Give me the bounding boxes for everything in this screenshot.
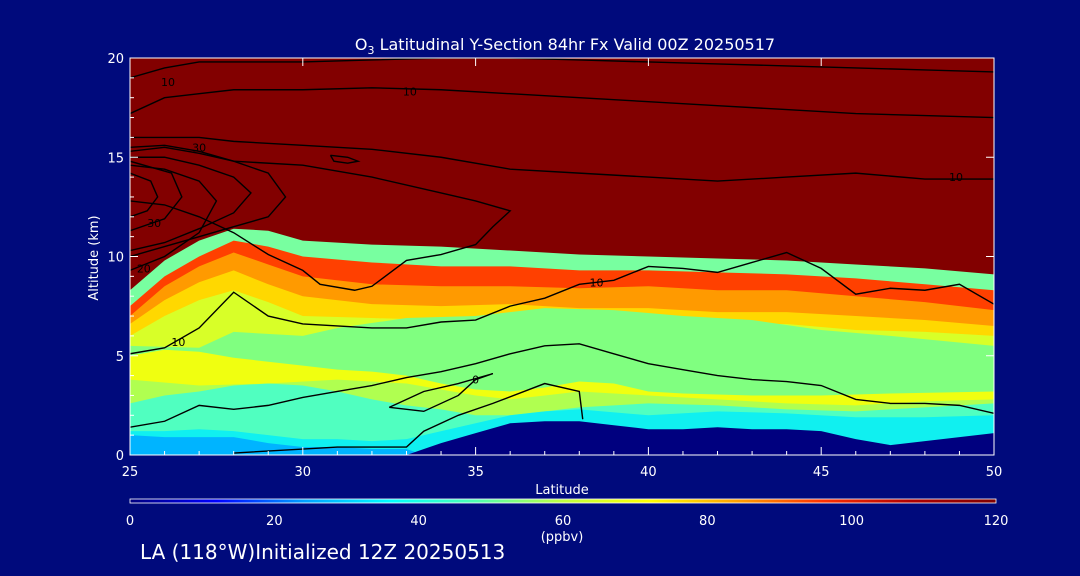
- layer-light-blue: [130, 435, 994, 455]
- x-tick-label: 35: [467, 465, 484, 480]
- x-tick-label: 30: [295, 465, 312, 480]
- x-tick-label: 50: [986, 465, 1003, 480]
- contour-label: 20: [137, 262, 151, 275]
- contour-label: 0: [472, 374, 479, 387]
- x-axis-ticks: 25 30 35 40 45 50: [122, 58, 1003, 480]
- colorbar-tick-label: 20: [266, 514, 283, 529]
- colorbar-tick-label: 0: [126, 514, 134, 529]
- colorbar-ticks: 0 20 40 60 80 100 120: [126, 514, 1009, 529]
- y-tick-label: 20: [107, 52, 124, 67]
- colorbar-unit: (ppbv): [541, 530, 584, 545]
- contour-label: 30: [147, 217, 161, 230]
- colorbar-tick-label: 40: [410, 514, 427, 529]
- contour-label: 10: [590, 276, 604, 289]
- x-tick-label: 40: [640, 465, 657, 480]
- contour-line: [130, 172, 159, 218]
- contour-label: 10: [161, 76, 175, 89]
- layer-stratosphere: [130, 58, 994, 291]
- contour-line: [130, 160, 183, 232]
- y-tick-label: 0: [116, 449, 124, 464]
- colorbar-tick-label: 120: [984, 514, 1009, 529]
- y-axis-ticks: 0 5 10 15 20: [107, 52, 994, 464]
- contour-line: [130, 136, 994, 182]
- contour-line: [130, 156, 252, 252]
- contour-line: [329, 154, 361, 164]
- y-tick-label: 15: [107, 151, 124, 166]
- contour-line: [130, 343, 994, 428]
- x-tick-label: 25: [122, 465, 139, 480]
- x-tick-label: 45: [813, 465, 830, 480]
- colorbar-tick-label: 100: [839, 514, 864, 529]
- filled-contour-layers: [130, 58, 994, 455]
- contour-line: [233, 382, 584, 454]
- contour-line: [388, 372, 494, 413]
- contour-line: [130, 164, 218, 272]
- contour-label: 10: [949, 171, 963, 184]
- initialization-footer: LA (118°W)Initialized 12Z 20250513: [140, 540, 506, 564]
- contour-line: [130, 87, 994, 119]
- contour-label: 10: [403, 86, 417, 99]
- colorbar-tick-label: 60: [555, 514, 572, 529]
- colorbar-tick-label: 80: [699, 514, 716, 529]
- y-tick-label: 10: [107, 251, 124, 266]
- contour-line: [130, 146, 512, 291]
- layer-terrain: [406, 421, 994, 455]
- contour-line: [130, 251, 994, 355]
- y-tick-label: 5: [116, 350, 124, 365]
- colorbar: [129, 498, 997, 504]
- contour-labels: 10 10 30 10 30 20 10 10 0: [137, 76, 963, 387]
- contour-label: 10: [171, 336, 185, 349]
- contour-lines: [130, 58, 994, 454]
- contour-label: 30: [192, 141, 206, 154]
- contour-line: [130, 144, 287, 258]
- chart-title: O3 Latitudinal Y-Section 84hr Fx Valid 0…: [355, 35, 775, 57]
- y-axis-label: Altitude (km): [87, 215, 102, 300]
- x-axis-label: Latitude: [535, 483, 589, 498]
- contour-line: [130, 58, 994, 79]
